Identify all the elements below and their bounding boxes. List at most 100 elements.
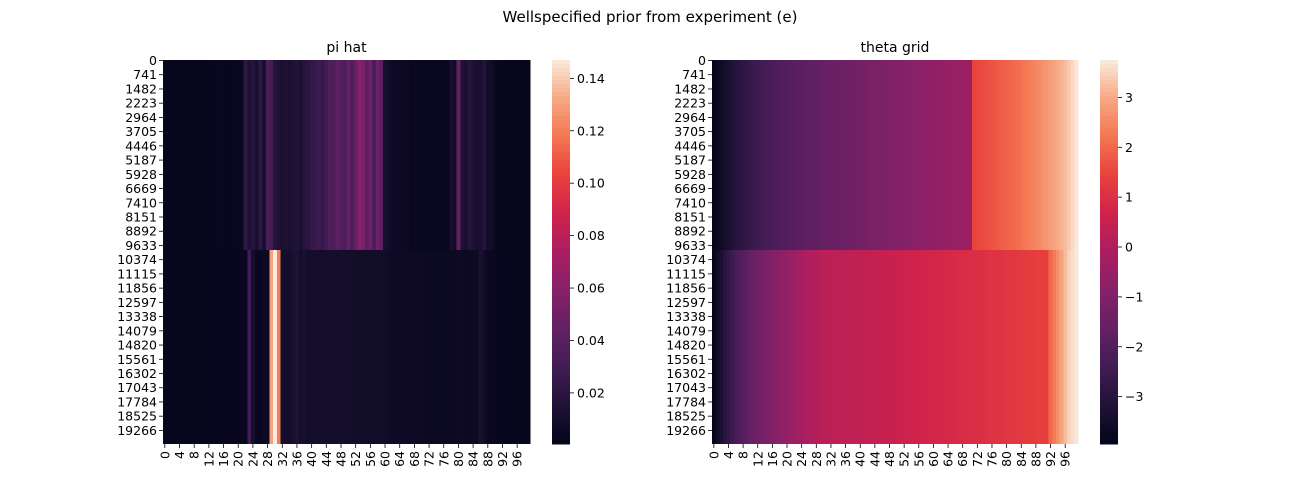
colorbar-step bbox=[552, 228, 570, 233]
cell-bottom bbox=[796, 250, 801, 444]
cell-bottom bbox=[207, 250, 212, 444]
cell-top bbox=[474, 60, 480, 251]
cell-top bbox=[372, 60, 377, 251]
colorbar-step bbox=[552, 388, 570, 393]
x-tick-label: 68 bbox=[955, 451, 970, 467]
cell-top bbox=[785, 60, 790, 251]
y-tick-label: 9633 bbox=[674, 238, 706, 253]
y-tick-label: 11115 bbox=[117, 266, 157, 281]
cell-top bbox=[449, 60, 454, 251]
colorbar-step bbox=[1100, 372, 1118, 377]
colorbar-step bbox=[1100, 148, 1118, 153]
cell-top bbox=[478, 60, 483, 251]
x-tick-label: 92 bbox=[1043, 451, 1058, 467]
y-tick-label: 0 bbox=[149, 53, 157, 68]
cell-bottom bbox=[405, 250, 410, 444]
cell-top bbox=[427, 60, 432, 251]
cell-bottom bbox=[456, 250, 461, 444]
cell-top bbox=[829, 60, 834, 251]
colorbar-step bbox=[1100, 336, 1118, 341]
cell-bottom bbox=[232, 250, 237, 444]
cell-bottom bbox=[214, 250, 219, 444]
cell-bottom bbox=[320, 250, 326, 444]
colorbar-step bbox=[1100, 80, 1118, 85]
cell-top bbox=[445, 60, 450, 251]
colorbar-step bbox=[1100, 124, 1118, 129]
cell-bottom bbox=[254, 250, 260, 444]
colorbar-step bbox=[1100, 160, 1118, 165]
cell-top bbox=[953, 60, 958, 251]
cell-top bbox=[170, 60, 175, 251]
cell-bottom bbox=[507, 250, 513, 444]
colorbar-step bbox=[552, 204, 570, 209]
colorbar-step bbox=[552, 248, 570, 253]
colorbar-step bbox=[552, 376, 570, 381]
cell-bottom bbox=[419, 250, 425, 444]
y-tick-label: 14820 bbox=[666, 338, 706, 353]
colorbar-step bbox=[552, 180, 570, 185]
colorbar-step bbox=[552, 224, 570, 229]
cell-bottom bbox=[221, 250, 226, 444]
cell-top bbox=[397, 60, 403, 251]
colorbar-step bbox=[552, 340, 570, 345]
cell-bottom bbox=[273, 250, 278, 444]
cell-bottom bbox=[309, 250, 315, 444]
cell-top bbox=[276, 60, 282, 251]
cell-bottom bbox=[438, 250, 443, 444]
cell-top bbox=[748, 60, 753, 251]
y-tick-label: 4446 bbox=[125, 138, 157, 153]
cell-top bbox=[905, 60, 911, 251]
cell-bottom bbox=[258, 250, 263, 444]
cell-bottom bbox=[170, 250, 175, 444]
cell-bottom bbox=[1026, 250, 1032, 444]
colorbar-step bbox=[1100, 420, 1118, 425]
x-tick-label: 16 bbox=[765, 451, 780, 467]
colorbar-step bbox=[552, 152, 570, 157]
y-tick-label: 12597 bbox=[666, 295, 706, 310]
x-tick-label: 8 bbox=[187, 451, 202, 459]
cell-top bbox=[792, 60, 797, 251]
colorbar-step bbox=[1100, 200, 1118, 205]
colorbar-step bbox=[552, 396, 570, 401]
x-tick-label: 56 bbox=[363, 451, 378, 467]
cell-bottom bbox=[460, 250, 465, 444]
cell-bottom bbox=[1030, 250, 1035, 444]
x-tick-label: 72 bbox=[422, 451, 437, 467]
colorbar-step bbox=[552, 84, 570, 89]
x-tick-label: 32 bbox=[823, 451, 838, 467]
cell-bottom bbox=[423, 250, 428, 444]
colorbar-step bbox=[1100, 256, 1118, 261]
colorbar-step bbox=[552, 312, 570, 317]
cell-top bbox=[862, 60, 867, 251]
cell-top bbox=[526, 60, 531, 251]
colorbar-tick-label: 0.08 bbox=[577, 228, 605, 243]
cell-top bbox=[1074, 60, 1079, 251]
cell-top bbox=[287, 60, 293, 251]
cell-bottom bbox=[920, 250, 925, 444]
cell-top bbox=[185, 60, 190, 251]
cell-top bbox=[1052, 60, 1057, 251]
cell-bottom bbox=[964, 250, 969, 444]
cell-bottom bbox=[1045, 250, 1050, 444]
cell-bottom bbox=[397, 250, 403, 444]
y-tick-label: 17784 bbox=[117, 394, 157, 409]
cell-bottom bbox=[1052, 250, 1057, 444]
colorbar-step bbox=[1100, 424, 1118, 429]
cell-top bbox=[298, 60, 304, 251]
cell-bottom bbox=[515, 250, 520, 444]
cell-bottom bbox=[733, 250, 739, 444]
colorbar-step bbox=[1100, 228, 1118, 233]
cell-top bbox=[251, 60, 256, 251]
cell-bottom bbox=[302, 250, 307, 444]
cell-top bbox=[1034, 60, 1039, 251]
x-tick-label: 68 bbox=[407, 451, 422, 467]
cell-bottom bbox=[891, 250, 896, 444]
colorbar-step bbox=[1100, 332, 1118, 337]
colorbar-step bbox=[552, 412, 570, 417]
cell-bottom bbox=[441, 250, 447, 444]
cell-bottom bbox=[840, 250, 845, 444]
cell-bottom bbox=[493, 250, 498, 444]
heatmap-theta-grid: theta grid074114822223296437054446518759… bbox=[666, 40, 1143, 467]
cell-top bbox=[247, 60, 252, 251]
colorbar-step bbox=[1100, 204, 1118, 209]
